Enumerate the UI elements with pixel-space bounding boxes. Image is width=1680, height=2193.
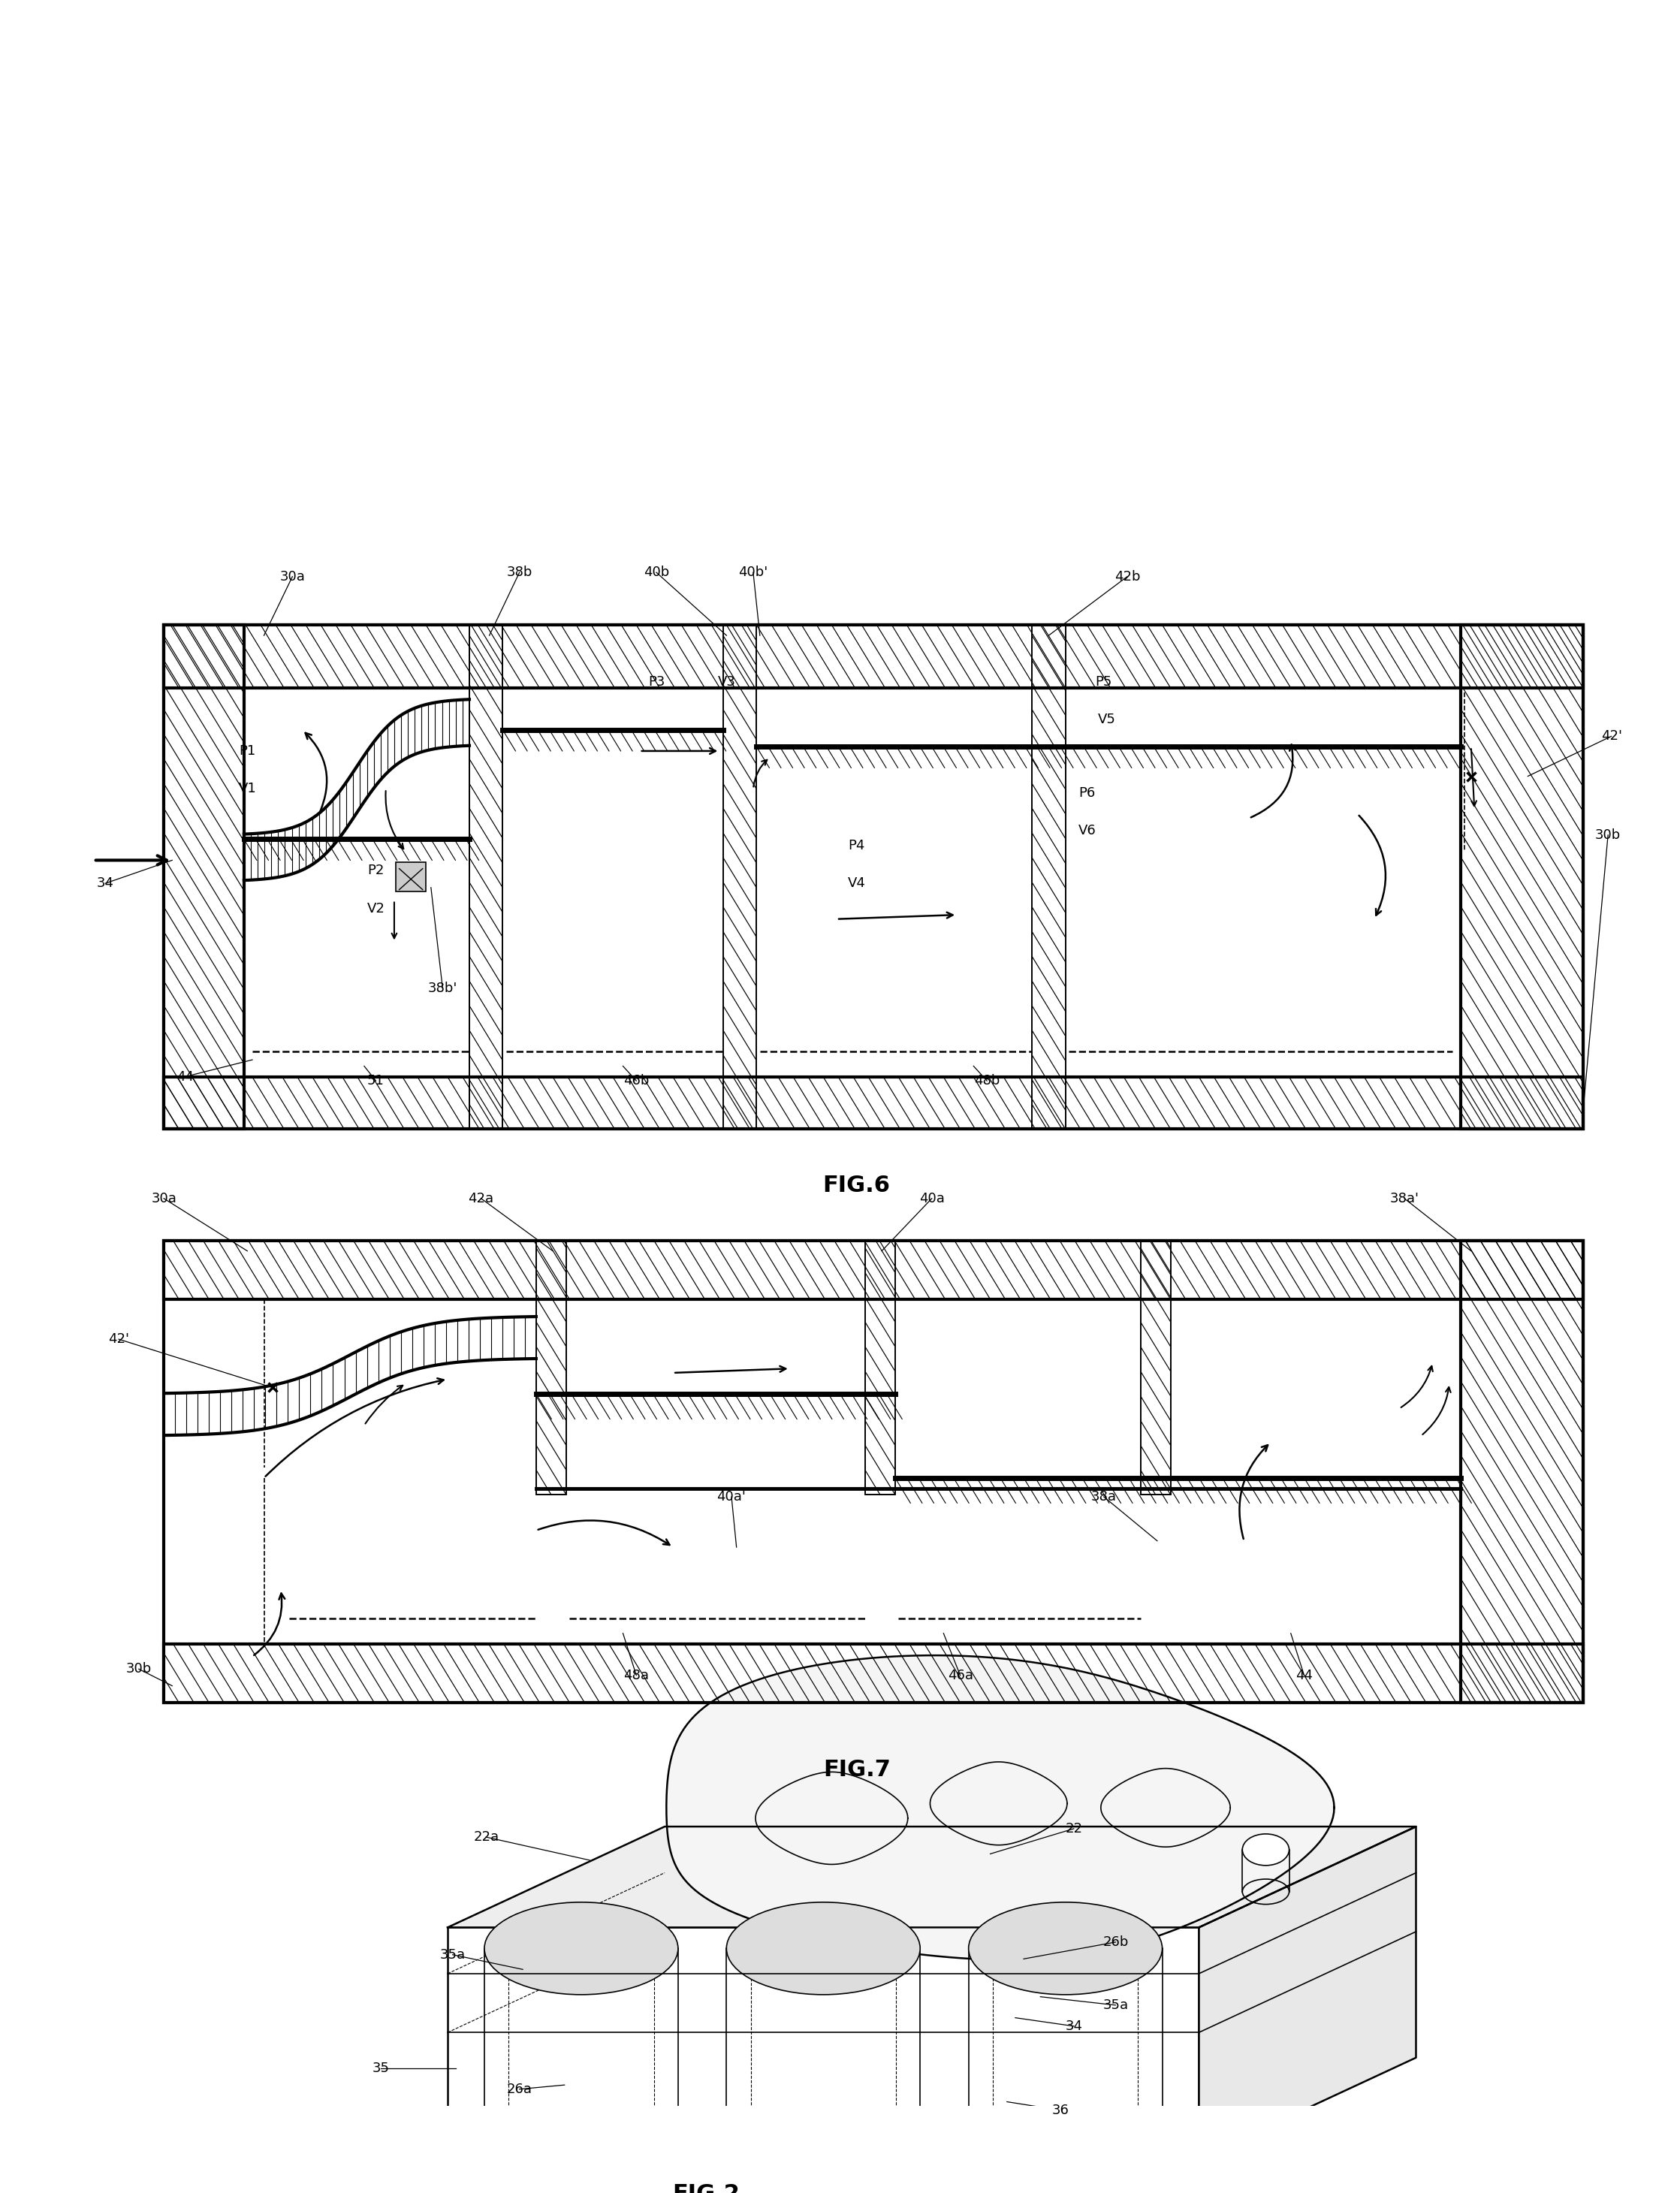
Bar — [165, 1645, 1583, 1702]
Text: 30b: 30b — [126, 1662, 151, 1675]
Text: 26a: 26a — [507, 2083, 533, 2097]
Bar — [165, 1241, 1583, 1702]
Text: V5: V5 — [1099, 713, 1116, 726]
Bar — [865, 1241, 895, 1496]
Text: 26b: 26b — [1102, 1936, 1129, 1950]
Text: 48a: 48a — [623, 1669, 648, 1682]
Polygon shape — [447, 1827, 1416, 1928]
Bar — [1462, 625, 1583, 1129]
Text: V4: V4 — [848, 877, 865, 890]
Bar — [722, 625, 756, 1129]
Text: 40a: 40a — [919, 1191, 944, 1206]
Ellipse shape — [726, 1901, 921, 1996]
Text: 35: 35 — [373, 2061, 390, 2075]
Text: 38a: 38a — [1090, 1489, 1117, 1504]
Text: 42b: 42b — [1114, 570, 1141, 583]
Text: 30a: 30a — [279, 570, 306, 583]
Bar — [165, 625, 1583, 689]
Bar — [1141, 1241, 1171, 1496]
Text: 30b: 30b — [1594, 829, 1621, 842]
Text: 44: 44 — [176, 1070, 195, 1083]
Text: V3: V3 — [717, 675, 736, 689]
Ellipse shape — [1243, 1833, 1289, 1866]
Text: P4: P4 — [848, 838, 865, 853]
Bar — [469, 625, 502, 1129]
Bar — [1462, 625, 1583, 1129]
Text: 44: 44 — [1295, 1669, 1312, 1682]
Bar — [536, 1241, 566, 1496]
Text: 48b: 48b — [974, 1075, 1000, 1088]
Bar — [165, 625, 244, 1129]
Ellipse shape — [484, 1901, 679, 1996]
Bar — [865, 1241, 895, 1496]
Bar — [165, 625, 244, 1129]
Bar — [1462, 1241, 1583, 1702]
Text: 38b': 38b' — [428, 982, 457, 996]
Text: 36: 36 — [1052, 2103, 1068, 2116]
Bar — [1032, 625, 1065, 1129]
Text: 38b: 38b — [507, 566, 533, 579]
Bar — [396, 862, 427, 893]
Polygon shape — [1200, 1827, 1416, 2158]
Bar — [536, 1241, 566, 1496]
Text: V1: V1 — [239, 783, 257, 796]
Bar — [722, 625, 756, 1129]
Text: FIG.6: FIG.6 — [823, 1175, 890, 1197]
Text: 40a': 40a' — [717, 1489, 746, 1504]
Text: 35a: 35a — [1102, 1998, 1129, 2011]
Text: P3: P3 — [648, 675, 665, 689]
Text: FIG.2: FIG.2 — [672, 2184, 741, 2193]
Bar — [165, 1241, 1583, 1298]
Text: 40b: 40b — [643, 566, 669, 579]
Text: 38a': 38a' — [1389, 1191, 1420, 1206]
Bar — [165, 1241, 1583, 1298]
Text: 46a: 46a — [948, 1669, 973, 1682]
Text: 42': 42' — [108, 1333, 129, 1347]
Text: 42': 42' — [1601, 730, 1621, 743]
Bar — [165, 1077, 1583, 1129]
Bar — [469, 625, 502, 1129]
Bar — [165, 625, 1583, 689]
Text: 34: 34 — [97, 877, 114, 890]
Text: P5: P5 — [1095, 675, 1112, 689]
Text: FIG.7: FIG.7 — [823, 1759, 890, 1781]
Text: V2: V2 — [366, 901, 385, 914]
Text: 46b: 46b — [623, 1075, 648, 1088]
Text: 22: 22 — [1065, 1822, 1082, 1836]
Bar — [165, 1645, 1583, 1702]
Bar — [447, 1928, 1200, 2158]
Ellipse shape — [454, 2147, 507, 2180]
Text: P1: P1 — [239, 743, 255, 759]
Text: 40b': 40b' — [739, 566, 768, 579]
Text: 34: 34 — [1065, 2020, 1082, 2033]
Bar — [1032, 625, 1065, 1129]
Text: P6: P6 — [1079, 787, 1095, 800]
Text: 35a: 35a — [440, 1947, 465, 1961]
Text: 51: 51 — [368, 1075, 385, 1088]
Bar — [1141, 1241, 1171, 1496]
Text: 22a: 22a — [474, 1831, 499, 1844]
Bar — [1462, 1241, 1583, 1702]
Polygon shape — [667, 1656, 1334, 1961]
Bar — [165, 625, 1583, 1129]
Text: P2: P2 — [368, 864, 385, 877]
Bar — [165, 1077, 1583, 1129]
Text: 30a: 30a — [151, 1191, 176, 1206]
Ellipse shape — [969, 1901, 1163, 1996]
Text: V6: V6 — [1079, 825, 1095, 838]
Text: 42a: 42a — [469, 1191, 494, 1206]
